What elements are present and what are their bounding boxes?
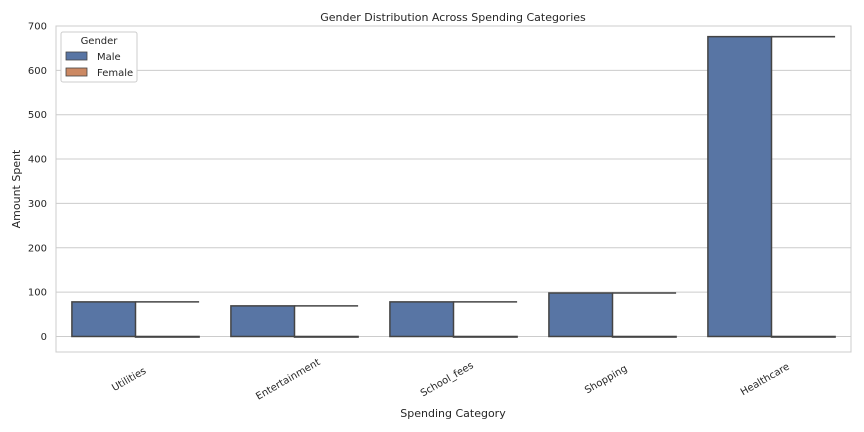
y-tick-label: 200: [28, 243, 47, 254]
bar-female-shopping: [611, 335, 677, 338]
y-ticks: 0 100 200 300 400 500 600 700: [28, 22, 47, 343]
x-tick-label: Utilities: [110, 366, 148, 394]
y-tick-label: 300: [28, 199, 47, 210]
bar-female-entertainment: [293, 335, 359, 338]
y-tick-label: 600: [28, 66, 47, 77]
bar-female-utilities: [134, 335, 200, 338]
x-tick-label: Entertainment: [254, 357, 322, 403]
chart-title: Gender Distribution Across Spending Cate…: [320, 11, 586, 24]
legend-title: Gender: [81, 36, 119, 47]
bar-male-shopping: [548, 292, 614, 338]
legend-label-male: Male: [97, 52, 121, 63]
error-bars: [135, 35, 836, 307]
y-tick-label: 400: [28, 155, 47, 166]
legend: Gender Male Female: [60, 31, 138, 83]
y-tick-label: 100: [28, 288, 47, 299]
bar-male-school_fees: [389, 301, 455, 338]
legend-label-female: Female: [97, 68, 133, 79]
y-tick-label: 0: [41, 332, 47, 343]
bar-female-healthcare: [770, 335, 836, 338]
x-tick-label: Healthcare: [739, 361, 792, 398]
bar-male-utilities: [71, 301, 137, 338]
x-tick-label: Shopping: [583, 363, 629, 396]
x-axis-label: Spending Category: [400, 407, 506, 420]
bar-male-entertainment: [230, 305, 296, 338]
legend-swatch-male: [65, 51, 88, 61]
legend-swatch-female: [65, 67, 88, 77]
bars: [71, 35, 836, 338]
bar-female-school_fees: [452, 335, 518, 338]
x-tick-label: School_fees: [419, 360, 476, 399]
y-tick-label: 700: [28, 22, 47, 33]
x-ticks: Utilities Entertainment School_fees Shoppin…: [110, 357, 791, 403]
y-tick-label: 500: [28, 110, 47, 121]
bar-male-healthcare: [707, 35, 773, 338]
y-axis-label: Amount Spent: [10, 149, 23, 228]
